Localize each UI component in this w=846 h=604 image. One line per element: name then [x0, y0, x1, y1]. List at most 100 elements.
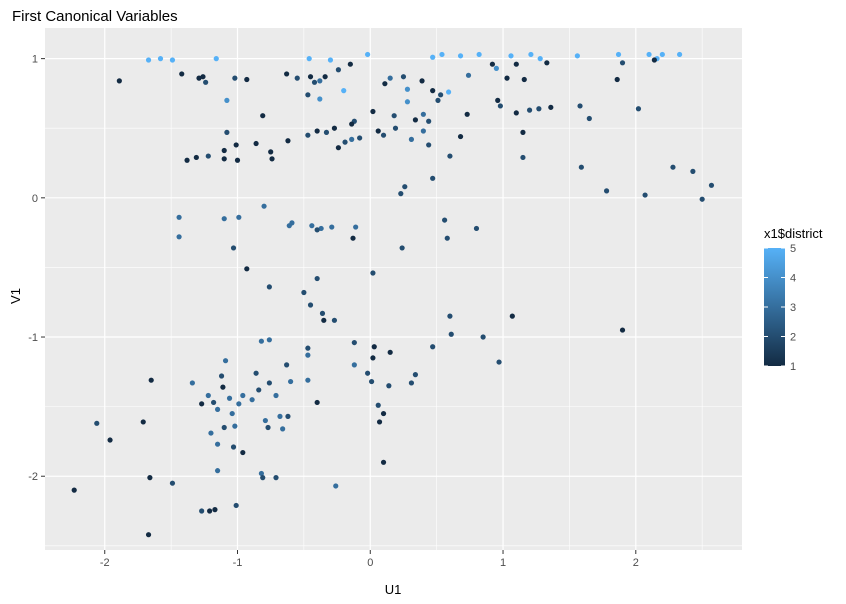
data-point [408, 136, 415, 142]
legend-title: x1$district [764, 226, 823, 241]
data-point [207, 508, 213, 514]
data-point [232, 423, 238, 429]
data-point [520, 154, 526, 161]
data-point [273, 392, 279, 399]
data-point [448, 331, 454, 337]
y-tick-label: 1 [32, 54, 38, 66]
data-point [457, 133, 464, 140]
data-point [229, 410, 235, 417]
y-tick-label: -1 [28, 332, 38, 344]
data-point [536, 106, 542, 112]
data-point [496, 359, 502, 365]
legend-tick-label: 5 [790, 243, 796, 255]
data-point [305, 377, 311, 383]
data-point [244, 266, 250, 272]
data-point [619, 60, 626, 66]
data-point [107, 437, 113, 443]
data-point [614, 76, 620, 83]
data-point [258, 470, 265, 477]
data-point [400, 74, 407, 80]
data-point [420, 111, 426, 117]
legend-tick-label: 4 [790, 273, 796, 285]
data-point [476, 51, 482, 58]
data-point [266, 380, 272, 386]
data-point [382, 81, 388, 87]
data-point [457, 53, 464, 59]
data-point [331, 317, 338, 323]
data-point [319, 310, 326, 316]
data-point [331, 125, 338, 131]
data-point [528, 51, 534, 58]
data-point [404, 99, 411, 105]
chart-title: First Canonical Variables [12, 8, 178, 25]
data-point [317, 96, 323, 102]
data-point [221, 216, 227, 222]
data-point [196, 75, 202, 81]
data-point [193, 154, 199, 161]
data-point [380, 410, 387, 417]
data-point [509, 313, 515, 319]
data-point [306, 56, 312, 62]
x-tick-label: -2 [100, 557, 110, 569]
legend-tick-label: 1 [790, 361, 796, 373]
data-point [365, 370, 371, 376]
data-point [140, 419, 146, 425]
data-point [603, 188, 610, 194]
plot-panel [45, 28, 742, 550]
data-point [211, 399, 217, 406]
data-point [220, 384, 226, 390]
data-point [311, 79, 318, 85]
data-point [176, 214, 182, 220]
data-point [189, 380, 195, 386]
data-point [347, 61, 353, 67]
data-point [375, 128, 381, 134]
data-point [285, 138, 291, 144]
data-point [179, 71, 185, 77]
data-point [214, 406, 221, 413]
data-point [430, 175, 436, 181]
data-point [244, 76, 250, 83]
data-point [646, 51, 652, 58]
data-point [430, 88, 436, 94]
data-point [323, 129, 330, 135]
data-point [213, 56, 219, 62]
data-point [218, 373, 225, 379]
data-point [208, 430, 214, 436]
data-point [268, 149, 274, 155]
data-point [305, 92, 311, 98]
data-point [544, 60, 550, 66]
data-point [341, 88, 347, 94]
data-point [249, 397, 255, 403]
data-point [504, 75, 510, 81]
x-axis-title: U1 [385, 582, 402, 597]
data-point [447, 313, 453, 319]
data-point [412, 372, 419, 378]
data-point [148, 377, 154, 383]
data-point [574, 53, 580, 59]
data-point [261, 203, 267, 209]
data-point [233, 142, 239, 148]
data-point [480, 334, 486, 340]
data-point [380, 132, 387, 138]
data-point [465, 72, 472, 78]
data-point [699, 196, 705, 202]
data-point [370, 355, 376, 361]
data-point [419, 78, 425, 84]
data-point [240, 449, 246, 456]
data-point [438, 92, 444, 98]
data-point [233, 502, 239, 509]
data-point [495, 97, 501, 103]
data-point [435, 97, 441, 103]
data-point [260, 113, 266, 119]
data-point [269, 156, 275, 162]
data-point [147, 475, 153, 481]
data-point [203, 79, 209, 85]
data-point [493, 65, 499, 71]
data-point [307, 302, 314, 308]
data-point [442, 217, 448, 223]
data-point [266, 337, 272, 343]
data-point [224, 129, 230, 135]
data-point [280, 426, 286, 432]
data-point [426, 142, 432, 148]
data-point [651, 57, 657, 63]
